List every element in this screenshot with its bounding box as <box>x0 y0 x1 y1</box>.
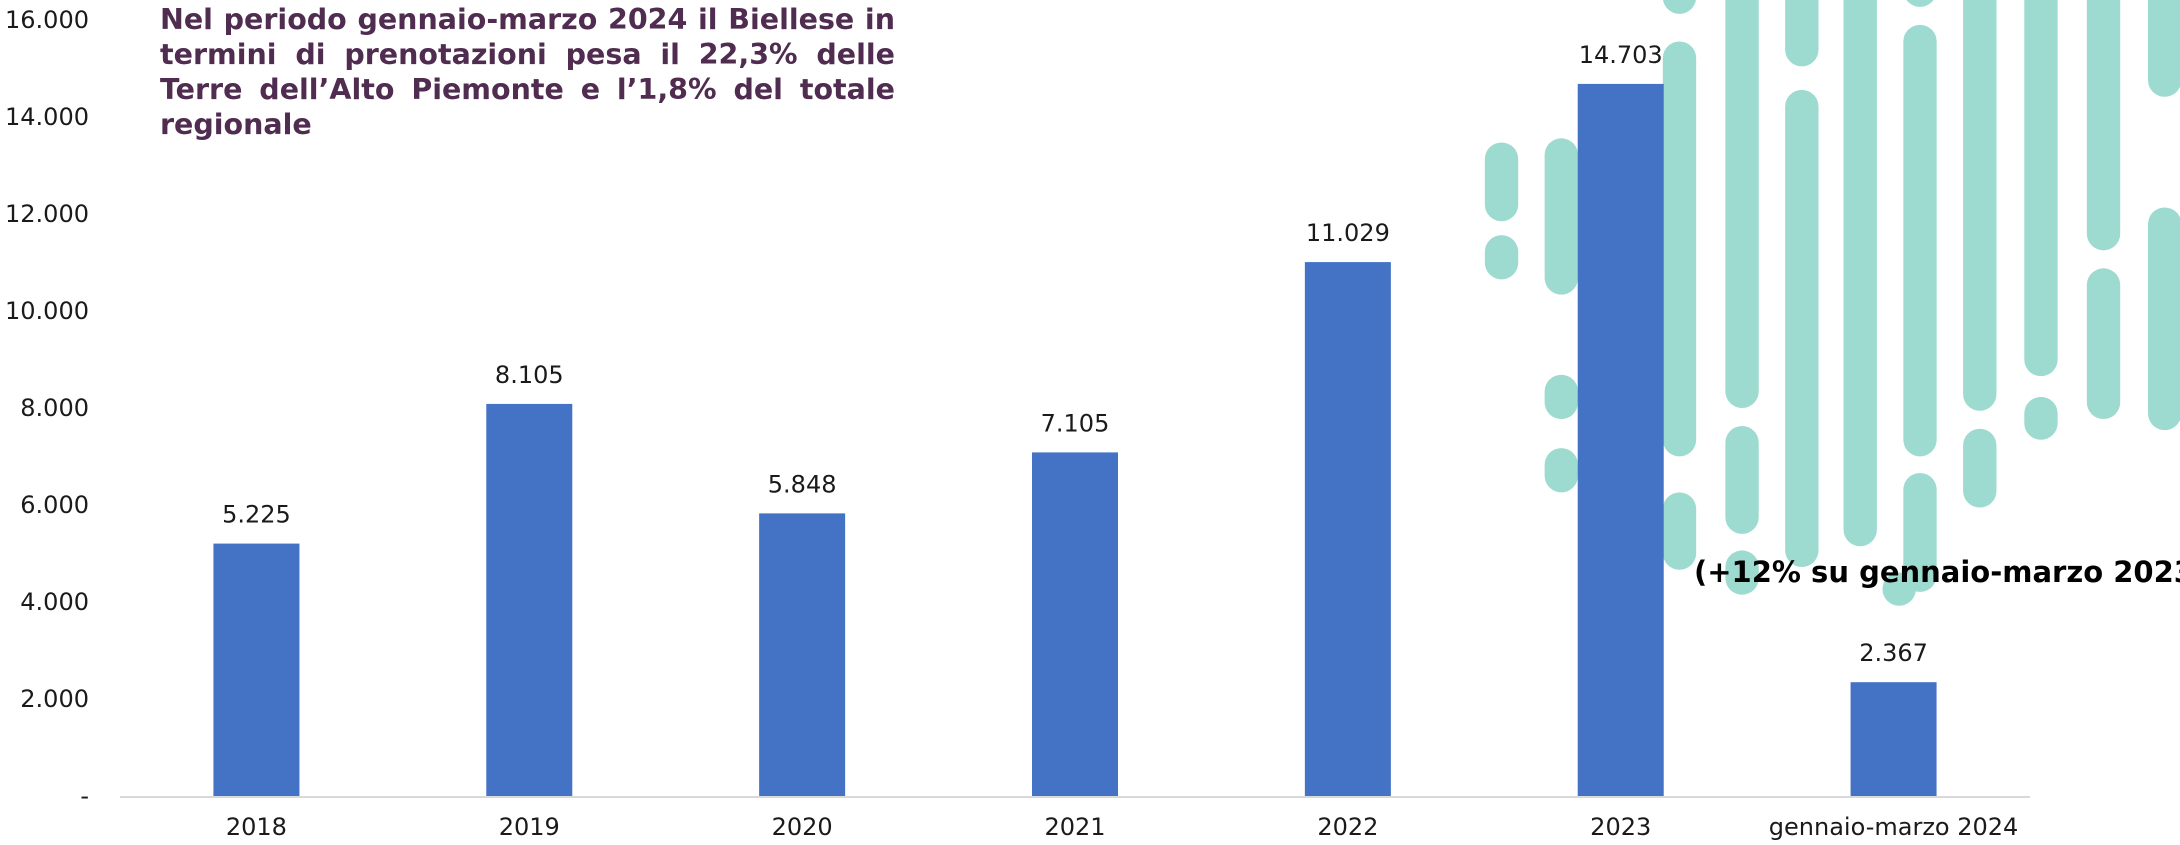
bar <box>759 513 846 797</box>
x-tick-label: 2023 <box>1590 813 1651 841</box>
value-label: 8.105 <box>495 361 564 389</box>
x-tick-label: 2019 <box>499 813 560 841</box>
x-tick-label: 2022 <box>1317 813 1378 841</box>
bar <box>1032 452 1118 797</box>
value-label: 5.225 <box>222 501 291 529</box>
y-tick-label: 16.000 <box>5 6 89 34</box>
decoration <box>1484 0 2180 606</box>
value-label: 11.029 <box>1306 219 1390 247</box>
y-tick-label: 2.000 <box>20 685 89 713</box>
value-label: 5.848 <box>768 470 837 498</box>
y-tick-label: - <box>80 782 89 810</box>
bar <box>1304 262 1391 797</box>
value-label: 7.105 <box>1041 409 1110 437</box>
bar <box>1850 682 1937 797</box>
chart-title: Nel periodo gennaio-marzo 2024 il Bielle… <box>160 3 895 141</box>
bar <box>213 543 300 797</box>
x-tick-label: 2018 <box>226 813 287 841</box>
y-tick-label: 4.000 <box>20 588 89 616</box>
x-tick-label: 2020 <box>772 813 833 841</box>
x-tick-label: gennaio-marzo 2024 <box>1769 813 2019 841</box>
x-tick-label: 2021 <box>1044 813 1105 841</box>
y-tick-label: 12.000 <box>5 200 89 228</box>
y-tick-label: 10.000 <box>5 297 89 325</box>
value-label: 14.703 <box>1579 41 1663 69</box>
y-tick-label: 6.000 <box>20 491 89 519</box>
bar <box>486 403 573 797</box>
annotation: (+12% su gennaio-marzo 2023) <box>1694 555 2180 589</box>
y-tick-label: 8.000 <box>20 394 89 422</box>
y-tick-label: 14.000 <box>5 103 89 131</box>
value-label: 2.367 <box>1859 639 1928 667</box>
bar <box>1577 83 1664 798</box>
